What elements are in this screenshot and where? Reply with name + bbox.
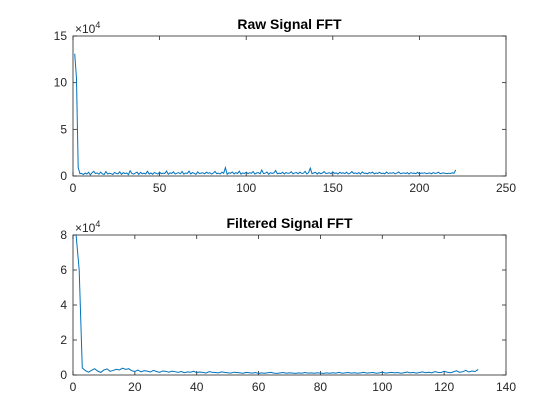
- chart-title: Raw Signal FFT: [237, 16, 342, 32]
- y-exponent-base: ×10: [75, 221, 96, 235]
- x-tick-label: 40: [190, 380, 204, 394]
- x-tick-label: 60: [252, 380, 266, 394]
- x-tick-label: 0: [70, 380, 77, 394]
- x-tick-label: 50: [153, 181, 167, 195]
- y-tick-label: 8: [60, 228, 67, 242]
- y-exponent-base: ×10: [75, 22, 96, 36]
- x-tick-label: 100: [236, 181, 256, 195]
- y-exponent-label: ×104: [75, 219, 100, 235]
- y-tick-label: 0: [60, 368, 67, 382]
- y-tick-label: 2: [60, 333, 67, 347]
- series-line-1: [75, 235, 479, 374]
- x-tick-label: 150: [323, 181, 343, 195]
- y-tick-label: 5: [60, 122, 67, 136]
- y-exponent-power: 4: [95, 20, 100, 30]
- axes-box: [72, 35, 507, 177]
- y-exponent-label: ×104: [75, 20, 100, 36]
- x-tick-label: 120: [434, 380, 454, 394]
- subplot-1: 0 50 100 150 200 250 0 5 10 15 ×104 Raw Signal FFT: [54, 16, 517, 195]
- y-tick-label: 6: [60, 263, 67, 277]
- series-line-1: [74, 53, 457, 176]
- x-tick-label: 80: [314, 380, 328, 394]
- axes-box: [72, 234, 507, 376]
- x-tick-label: 0: [70, 181, 77, 195]
- y-tick-label: 10: [54, 76, 68, 90]
- y-tick-label: 0: [60, 169, 67, 183]
- x-tick-label: 140: [496, 380, 516, 394]
- y-tick-label: 4: [60, 298, 67, 312]
- x-tick-label: 100: [372, 380, 392, 394]
- x-tick-label: 20: [128, 380, 142, 394]
- x-tick-label: 250: [496, 181, 516, 195]
- y-exponent-power: 4: [95, 219, 100, 229]
- x-tick-label: 200: [409, 181, 429, 195]
- chart-title: Filtered Signal FFT: [226, 215, 352, 231]
- y-tick-label: 15: [54, 29, 68, 43]
